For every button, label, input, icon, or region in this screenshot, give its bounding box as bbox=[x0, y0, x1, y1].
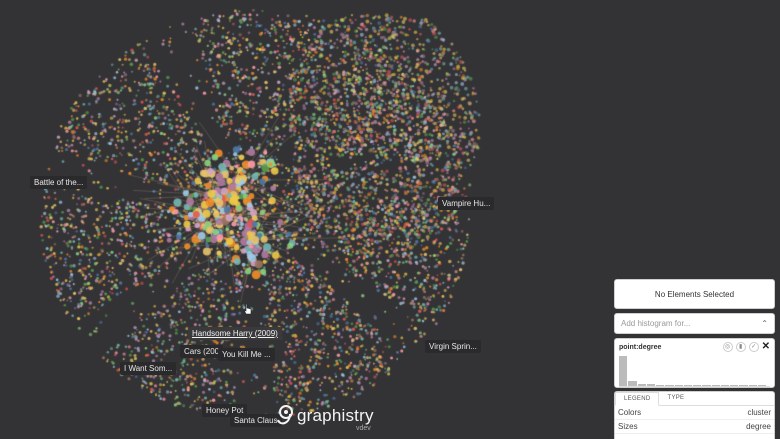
node-label-handsome[interactable]: Handsome Harry (2009) bbox=[188, 327, 282, 340]
histogram-bar[interactable] bbox=[739, 385, 748, 386]
node-label-iwant[interactable]: I Want Som... bbox=[120, 362, 177, 375]
histogram-bar[interactable] bbox=[702, 385, 711, 386]
graphistry-logo-icon bbox=[277, 405, 293, 425]
legend-row-value: degree bbox=[746, 422, 771, 431]
pointer-cursor-icon bbox=[243, 303, 252, 315]
histogram-bar[interactable] bbox=[730, 385, 739, 386]
histogram-bar[interactable] bbox=[656, 384, 665, 386]
node-label-honey[interactable]: Honey Pot bbox=[202, 404, 248, 417]
histogram-edit-icon[interactable]: ✓ bbox=[748, 342, 759, 352]
node-label-virgin[interactable]: Virgin Sprin... bbox=[425, 340, 481, 353]
selection-status-text: No Elements Selected bbox=[654, 289, 735, 299]
histogram-bar[interactable] bbox=[757, 385, 766, 386]
histogram-bar[interactable] bbox=[646, 384, 655, 386]
histogram-bar[interactable] bbox=[628, 380, 637, 386]
logo-text: graphistry bbox=[297, 406, 374, 425]
histogram-bar[interactable] bbox=[683, 385, 692, 386]
close-icon[interactable]: ✕ bbox=[761, 341, 770, 352]
histogram-title: point:degree bbox=[619, 343, 662, 351]
node-label-cars[interactable]: Cars (200 bbox=[180, 345, 224, 358]
histogram-plot[interactable] bbox=[619, 356, 770, 387]
node-label-battle[interactable]: Battle of the... bbox=[30, 176, 88, 189]
logo-version: vdev bbox=[356, 425, 371, 432]
histogram-bar[interactable] bbox=[637, 383, 646, 386]
histogram-filter-icon[interactable]: ◎ bbox=[722, 342, 733, 352]
tab-type[interactable]: TYPE bbox=[667, 395, 685, 401]
legend-row-key: Sizes bbox=[618, 422, 638, 431]
legend-panel: LEGEND TYPE Colors cluster Sizes degree bbox=[614, 391, 775, 439]
legend-row-colors: Colors cluster bbox=[615, 406, 774, 420]
histogram-scale-icon[interactable]: ▮ bbox=[735, 342, 746, 352]
histogram-bar[interactable] bbox=[748, 385, 757, 386]
histogram-bar[interactable] bbox=[720, 385, 729, 386]
histogram-bar[interactable] bbox=[711, 385, 720, 386]
tab-legend[interactable]: LEGEND bbox=[615, 392, 660, 406]
chevron-up-icon: ⌃ bbox=[761, 319, 768, 328]
node-label-youkill[interactable]: You Kill Me ... bbox=[218, 348, 275, 361]
graphistry-logo: graphistry bbox=[276, 404, 374, 428]
add-histogram-select[interactable]: Add histogram for... ⌃ bbox=[614, 313, 775, 334]
add-histogram-placeholder: Add histogram for... bbox=[621, 319, 691, 328]
histogram-bar[interactable] bbox=[619, 356, 628, 386]
histogram-card: point:degree ◎ ▮ ✓ ✕ bbox=[614, 338, 775, 388]
legend-row-key: Colors bbox=[618, 408, 642, 417]
selection-status-box: No Elements Selected bbox=[614, 279, 775, 309]
legend-row-sizes: Sizes degree bbox=[615, 420, 774, 434]
node-label-santa[interactable]: Santa Claus bbox=[230, 414, 282, 427]
histogram-bar[interactable] bbox=[674, 384, 683, 386]
legend-row-value: cluster bbox=[747, 408, 771, 417]
node-label-vampire[interactable]: Vampire Hu... bbox=[438, 197, 495, 210]
histogram-bar[interactable] bbox=[665, 384, 674, 386]
histogram-bar[interactable] bbox=[693, 385, 702, 386]
